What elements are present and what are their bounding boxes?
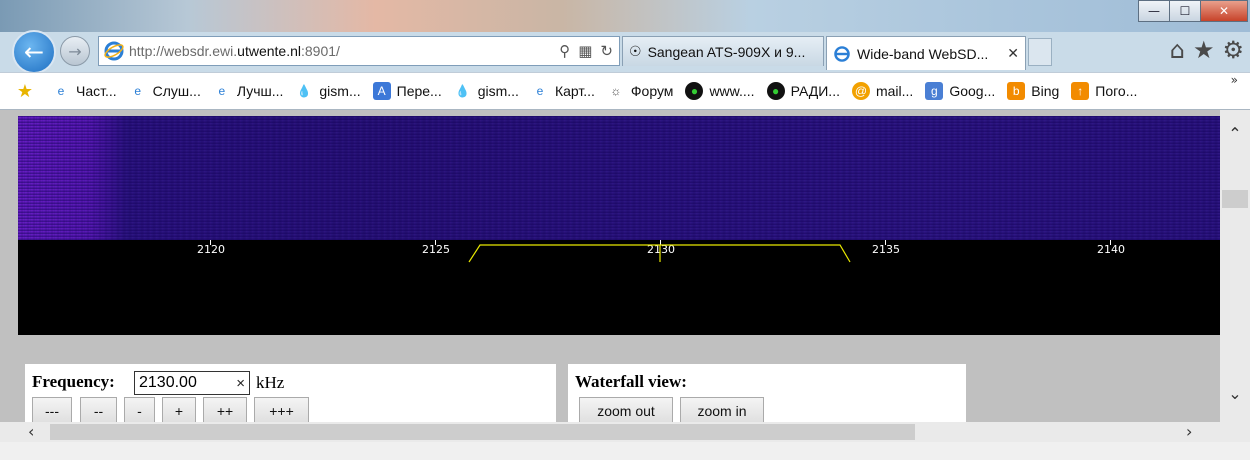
favorites-more-button[interactable]: » xyxy=(1230,73,1238,87)
favorite-item[interactable]: e Карт... xyxy=(531,82,595,100)
tab-favicon-icon: ☉ xyxy=(629,43,642,59)
scroll-up-icon[interactable]: ⌃ xyxy=(1228,124,1242,143)
maximize-button[interactable]: ☐ xyxy=(1169,0,1201,22)
horizontal-scroll-thumb[interactable] xyxy=(50,424,915,440)
favorite-item[interactable]: ● www.... xyxy=(685,82,755,100)
favorite-item[interactable]: e Част... xyxy=(52,82,117,100)
new-tab-button[interactable] xyxy=(1028,38,1052,66)
search-icon[interactable]: ⚲ xyxy=(559,42,571,60)
radio-icon: ● xyxy=(685,82,704,100)
favorite-item[interactable]: e Лучш... xyxy=(213,82,284,100)
step-down-medium-button[interactable]: -- xyxy=(80,397,117,422)
step-up-large-button[interactable]: +++ xyxy=(254,397,309,422)
minimize-button[interactable]: — xyxy=(1138,0,1170,22)
scale-label: 2125 xyxy=(422,243,450,256)
waterfall-panel: Waterfall view: zoom out zoom in xyxy=(568,364,966,422)
title-bar: — ☐ ✕ xyxy=(0,0,1250,32)
frequency-unit: kHz xyxy=(256,373,285,392)
back-button[interactable]: ← xyxy=(12,30,56,74)
scale-tick xyxy=(660,240,661,245)
back-arrow-icon: ← xyxy=(23,38,45,66)
scale-label: 2120 xyxy=(197,243,225,256)
forward-button[interactable]: → xyxy=(60,36,90,66)
close-window-button[interactable]: ✕ xyxy=(1200,0,1248,22)
favorites-star-icon[interactable]: ★ xyxy=(16,80,34,101)
google-icon: g xyxy=(925,82,944,100)
scale-tick xyxy=(435,240,436,245)
scale-label: 2135 xyxy=(872,243,900,256)
favorite-item[interactable]: b Bing xyxy=(1007,82,1059,100)
ie-icon: e xyxy=(57,84,65,98)
ie-icon: e xyxy=(536,84,544,98)
page-content: 2120 2125 2130 2135 2140 Frequency: 2130… xyxy=(0,110,1250,422)
step-up-medium-button[interactable]: ++ xyxy=(203,397,247,422)
frequency-label: Frequency: xyxy=(32,372,115,391)
drop-icon: 💧 xyxy=(296,84,312,98)
waterfall-label: Waterfall view: xyxy=(575,372,687,391)
favorites-star-icon[interactable]: ★ xyxy=(1192,36,1215,64)
tab-websdr[interactable]: Wide-band WebSD... ✕ xyxy=(826,36,1026,70)
mail-icon: @ xyxy=(851,82,870,100)
scroll-right-icon[interactable]: › xyxy=(1186,422,1193,441)
horizontal-scrollbar[interactable]: ‹ › xyxy=(0,422,1250,442)
scale-tick xyxy=(1110,240,1111,245)
radio-icon: ● xyxy=(766,82,785,100)
vertical-scroll-thumb[interactable] xyxy=(1222,190,1248,208)
gear-icon[interactable]: ⚙ xyxy=(1222,36,1244,64)
favorite-item[interactable]: g Goog... xyxy=(925,82,995,100)
favorite-item[interactable]: ☼ Форум xyxy=(607,82,673,100)
ie-icon: e xyxy=(218,84,226,98)
tab-sangean[interactable]: ☉ Sangean ATS-909X и 9... xyxy=(622,36,824,66)
drop-icon: 💧 xyxy=(455,84,471,98)
frequency-input[interactable]: 2130.00 × xyxy=(134,371,250,395)
zoom-in-button[interactable]: zoom in xyxy=(680,397,764,422)
scale-label: 2130 xyxy=(647,243,675,256)
address-url[interactable]: http://websdr.ewi.utwente.nl:8901/ xyxy=(129,43,340,59)
bing-icon: b xyxy=(1007,82,1026,100)
step-down-large-button[interactable]: --- xyxy=(32,397,72,422)
zoom-out-button[interactable]: zoom out xyxy=(579,397,673,422)
ie-icon: e xyxy=(134,84,141,98)
clear-input-icon[interactable]: × xyxy=(236,374,245,392)
favorite-item[interactable]: 💧 gism... xyxy=(296,83,361,99)
address-bar[interactable]: http://websdr.ewi.utwente.nl:8901/ ⚲ ▦ ↻ xyxy=(98,36,620,66)
favorite-item[interactable]: @ mail... xyxy=(851,82,913,100)
navigation-bar: ← → http://websdr.ewi.utwente.nl:8901/ ⚲… xyxy=(0,30,1250,74)
refresh-icon[interactable]: ↻ xyxy=(600,42,613,60)
satellite-icon: ☼ xyxy=(610,84,622,98)
forward-arrow-icon: → xyxy=(68,41,82,61)
step-down-small-button[interactable]: - xyxy=(124,397,155,422)
status-bar xyxy=(0,442,1250,460)
ie-icon xyxy=(834,45,850,62)
ie-icon xyxy=(104,41,124,61)
close-tab-icon[interactable]: ✕ xyxy=(1007,45,1019,61)
weather-icon: ↑ xyxy=(1071,82,1090,100)
waterfall-display[interactable] xyxy=(18,116,1220,240)
translate-icon: A xyxy=(372,82,391,100)
scale-label: 2140 xyxy=(1097,243,1125,256)
favorite-item[interactable]: ● РАДИ... xyxy=(766,82,840,100)
favorite-item[interactable]: 💧 gism... xyxy=(455,83,519,99)
passband-marker[interactable] xyxy=(18,240,1220,335)
window-controls: — ☐ ✕ xyxy=(1138,0,1248,28)
step-up-small-button[interactable]: + xyxy=(162,397,196,422)
vertical-scrollbar[interactable]: ⌃ ⌄ xyxy=(1220,110,1250,422)
scale-tick xyxy=(885,240,886,245)
compat-view-icon[interactable]: ▦ xyxy=(578,42,593,60)
scroll-down-icon[interactable]: ⌄ xyxy=(1228,384,1242,403)
scroll-left-icon[interactable]: ‹ xyxy=(28,422,35,441)
frequency-scale[interactable]: 2120 2125 2130 2135 2140 xyxy=(18,240,1220,335)
favorite-item[interactable]: A Пере... xyxy=(372,82,442,100)
frequency-panel: Frequency: 2130.00 × kHz --- -- - + ++ +… xyxy=(25,364,556,422)
scale-tick xyxy=(210,240,211,245)
home-icon[interactable]: ⌂ xyxy=(1169,36,1185,64)
favorite-item[interactable]: ↑ Пого... xyxy=(1071,82,1137,100)
favorite-item[interactable]: e Слуш... xyxy=(129,82,201,100)
